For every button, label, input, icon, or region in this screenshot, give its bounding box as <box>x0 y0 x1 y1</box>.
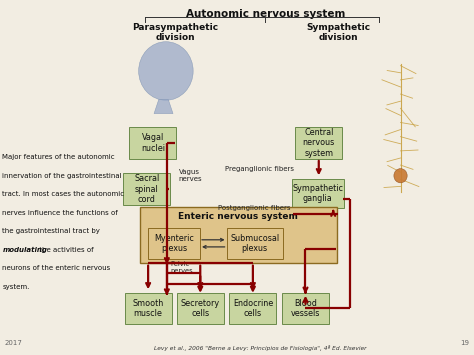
FancyBboxPatch shape <box>140 207 337 263</box>
Text: Endocrine
cells: Endocrine cells <box>233 299 273 318</box>
Ellipse shape <box>394 169 407 183</box>
Text: Autonomic nervous system: Autonomic nervous system <box>186 9 345 19</box>
Text: modulating: modulating <box>2 247 47 253</box>
Text: Major features of the autonomic: Major features of the autonomic <box>2 154 115 160</box>
Text: Sacral
spinal
cord: Sacral spinal cord <box>134 174 159 204</box>
FancyBboxPatch shape <box>229 293 276 324</box>
FancyBboxPatch shape <box>123 173 170 205</box>
FancyBboxPatch shape <box>177 293 224 324</box>
Text: Preganglionic fibers: Preganglionic fibers <box>225 166 294 171</box>
Text: Smooth
muscle: Smooth muscle <box>133 299 164 318</box>
Text: 19: 19 <box>460 340 469 346</box>
Text: Submucosal
plexus: Submucosal plexus <box>230 234 279 253</box>
Text: Enteric nervous system: Enteric nervous system <box>179 212 298 221</box>
Text: Sympathetic
ganglia: Sympathetic ganglia <box>292 184 343 203</box>
Text: the gastrointestinal tract by: the gastrointestinal tract by <box>2 228 100 234</box>
Text: Central
nervous
system: Central nervous system <box>302 128 335 158</box>
Text: 2017: 2017 <box>5 340 23 346</box>
Text: innervation of the gastrointestinal: innervation of the gastrointestinal <box>2 173 122 179</box>
Text: the activities of: the activities of <box>37 247 94 253</box>
Polygon shape <box>154 99 173 114</box>
FancyBboxPatch shape <box>129 127 176 159</box>
Text: Pelvic
nerves: Pelvic nerves <box>171 261 193 274</box>
Text: Vagus
nerves: Vagus nerves <box>179 169 202 182</box>
Text: Postganglionic fibers: Postganglionic fibers <box>218 204 291 211</box>
Text: Parasympathetic
division: Parasympathetic division <box>132 23 219 43</box>
FancyBboxPatch shape <box>282 293 329 324</box>
Text: Myenteric
plexus: Myenteric plexus <box>154 234 194 253</box>
Text: Levy et al., 2006 "Berne a Levy: Principios de Fisiologia", 4ª Ed. Elsevier: Levy et al., 2006 "Berne a Levy: Princip… <box>155 345 367 351</box>
FancyBboxPatch shape <box>292 179 344 208</box>
Text: Blood
vessels: Blood vessels <box>291 299 320 318</box>
Text: tract. In most cases the autonomic: tract. In most cases the autonomic <box>2 191 125 197</box>
FancyBboxPatch shape <box>227 228 283 259</box>
Text: nerves influence the functions of: nerves influence the functions of <box>2 210 118 216</box>
Text: Vagal
nuclei: Vagal nuclei <box>141 133 165 153</box>
Ellipse shape <box>138 42 193 100</box>
Text: neurons of the enteric nervous: neurons of the enteric nervous <box>2 265 110 271</box>
FancyBboxPatch shape <box>125 293 172 324</box>
Text: Secretory
cells: Secretory cells <box>181 299 220 318</box>
Text: system.: system. <box>2 284 30 290</box>
Text: Sympathetic
division: Sympathetic division <box>307 23 371 43</box>
FancyBboxPatch shape <box>148 228 200 259</box>
FancyBboxPatch shape <box>295 127 342 159</box>
